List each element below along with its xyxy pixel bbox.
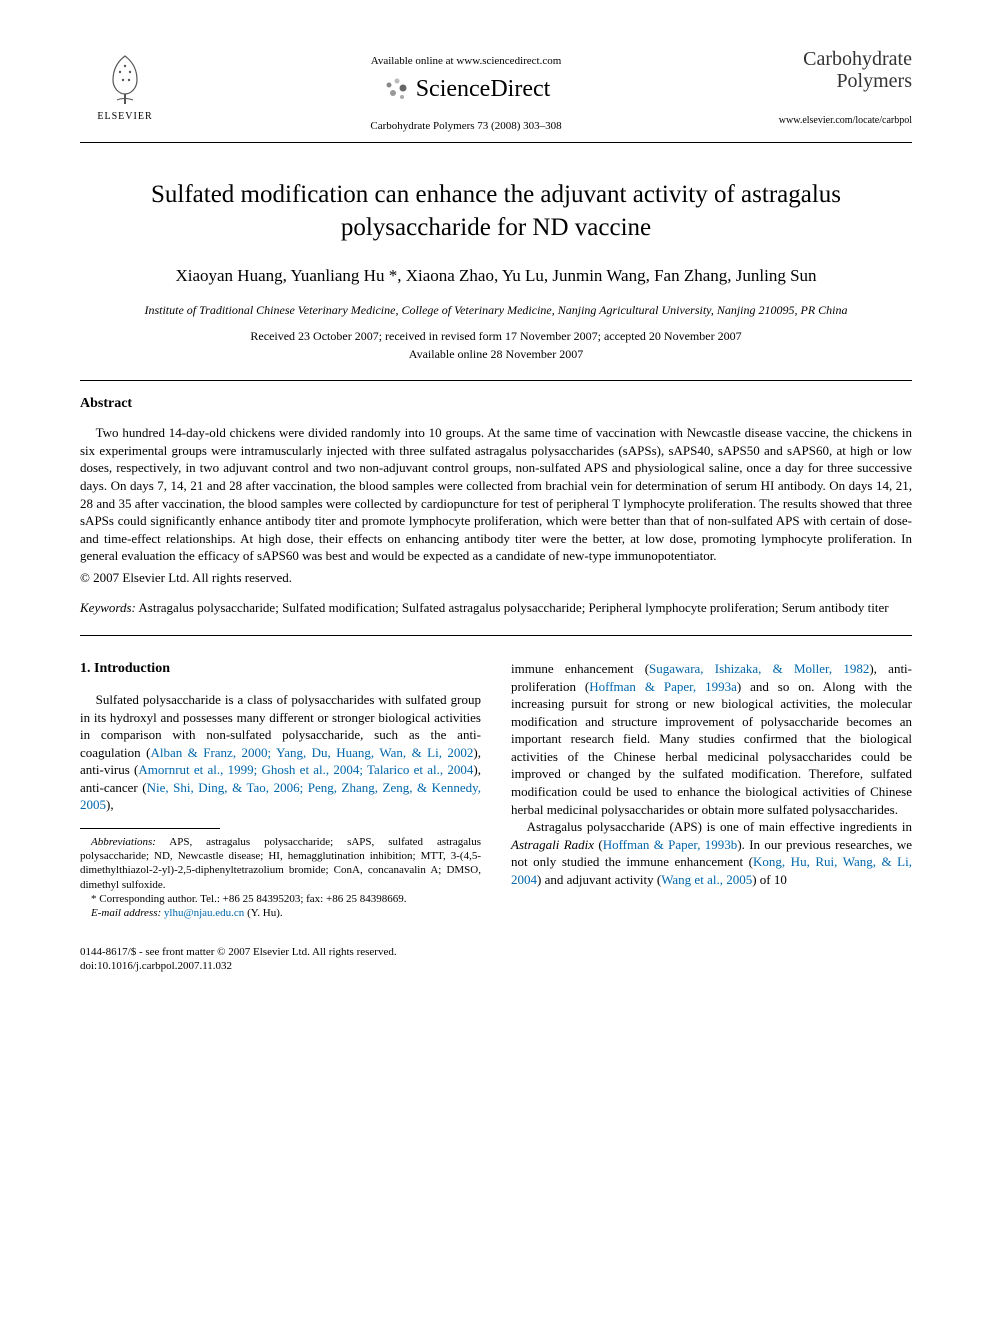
available-online-line: Available online at www.sciencedirect.co… [170,54,762,69]
intro-text-3a: Astragalus polysaccharide (APS) is one o… [527,819,912,834]
header-row: ELSEVIER Available online at www.science… [80,48,912,134]
keywords-label: Keywords: [80,600,136,615]
astragali-radix-italic: Astragali Radix [511,837,594,852]
abstract-copyright: © 2007 Elsevier Ltd. All rights reserved… [80,569,912,587]
sciencedirect-logo: ScienceDirect [382,73,551,105]
article-title: Sulfated modification can enhance the ad… [80,179,912,244]
introduction-heading: 1. Introduction [80,660,481,679]
email-label: E-mail address: [91,907,161,919]
intro-paragraph-2: Astragalus polysaccharide (APS) is one o… [511,818,912,888]
footnotes-block: Abbreviations: APS, astragalus polysacch… [80,835,481,921]
journal-reference: Carbohydrate Polymers 73 (2008) 303–308 [170,119,762,134]
keywords-line: Keywords: Astragalus polysaccharide; Sul… [80,600,912,617]
citation-amornrut[interactable]: Amornrut et al., 1999; Ghosh et al., 200… [138,762,473,777]
header-rule [80,142,912,143]
column-left: 1. Introduction Sulfated polysaccharide … [80,660,481,921]
intro-text-2c: ) and so on. Along with the increasing p… [511,679,912,817]
citation-sugawara[interactable]: Sugawara, Ishizaka, & Moller, 1982 [649,661,869,676]
corresponding-author-footnote: * Corresponding author. Tel.: +86 25 843… [80,892,481,906]
body-columns: 1. Introduction Sulfated polysaccharide … [80,660,912,921]
elsevier-tree-icon [95,48,155,108]
intro-text-1d: ), [106,797,114,812]
email-address[interactable]: ylhu@njau.edu.cn [161,907,244,919]
corresponding-text: Corresponding author. Tel.: +86 25 84395… [97,893,407,905]
authors-list: Xiaoyan Huang, Yuanliang Hu *, Xiaona Zh… [80,264,912,288]
abbreviations-label: Abbreviations: [91,836,156,848]
sciencedirect-icon [382,75,410,103]
intro-paragraph-1: Sulfated polysaccharide is a class of po… [80,691,481,814]
citation-hoffman-b[interactable]: Hoffman & Paper, 1993b [603,837,738,852]
affiliation: Institute of Traditional Chinese Veterin… [80,302,912,318]
journal-url: www.elsevier.com/locate/carbpol [762,114,912,128]
abstract-bottom-rule [80,635,912,636]
sciencedirect-text: ScienceDirect [416,73,551,105]
elsevier-label: ELSEVIER [97,110,152,124]
intro-paragraph-1-cont: immune enhancement (Sugawara, Ishizaka, … [511,660,912,818]
abstract-top-rule [80,380,912,381]
intro-text-2a: immune enhancement ( [511,661,649,676]
email-tail: (Y. Hu). [244,907,282,919]
keywords-text: Astragalus polysaccharide; Sulfated modi… [136,600,889,615]
abstract-heading: Abstract [80,395,912,414]
journal-name-line1: Carbohydrate [762,48,912,70]
email-footnote: E-mail address: ylhu@njau.edu.cn (Y. Hu)… [80,906,481,920]
footnote-rule [80,828,220,829]
center-header: Available online at www.sciencedirect.co… [170,48,762,134]
intro-text-3e: ) of 10 [752,872,787,887]
doi-line: doi:10.1016/j.carbpol.2007.11.032 [80,959,912,974]
citation-wang[interactable]: Wang et al., 2005 [661,872,752,887]
intro-text-3d: ) and adjuvant activity ( [537,872,661,887]
citation-hoffman-a[interactable]: Hoffman & Paper, 1993a [589,679,737,694]
elsevier-logo-block: ELSEVIER [80,48,170,124]
journal-block: Carbohydrate Polymers www.elsevier.com/l… [762,48,912,128]
journal-name-line2: Polymers [762,70,912,92]
available-online-date: Available online 28 November 2007 [80,346,912,362]
intro-text-3b: ( [594,837,603,852]
received-dates: Received 23 October 2007; received in re… [80,328,912,344]
column-right: immune enhancement (Sugawara, Ishizaka, … [511,660,912,921]
abstract-body: Two hundred 14-day-old chickens were div… [80,424,912,564]
citation-alban[interactable]: Alban & Franz, 2000; Yang, Du, Huang, Wa… [150,745,473,760]
abbreviations-footnote: Abbreviations: APS, astragalus polysacch… [80,835,481,892]
front-matter-line: 0144-8617/$ - see front matter © 2007 El… [80,945,912,960]
